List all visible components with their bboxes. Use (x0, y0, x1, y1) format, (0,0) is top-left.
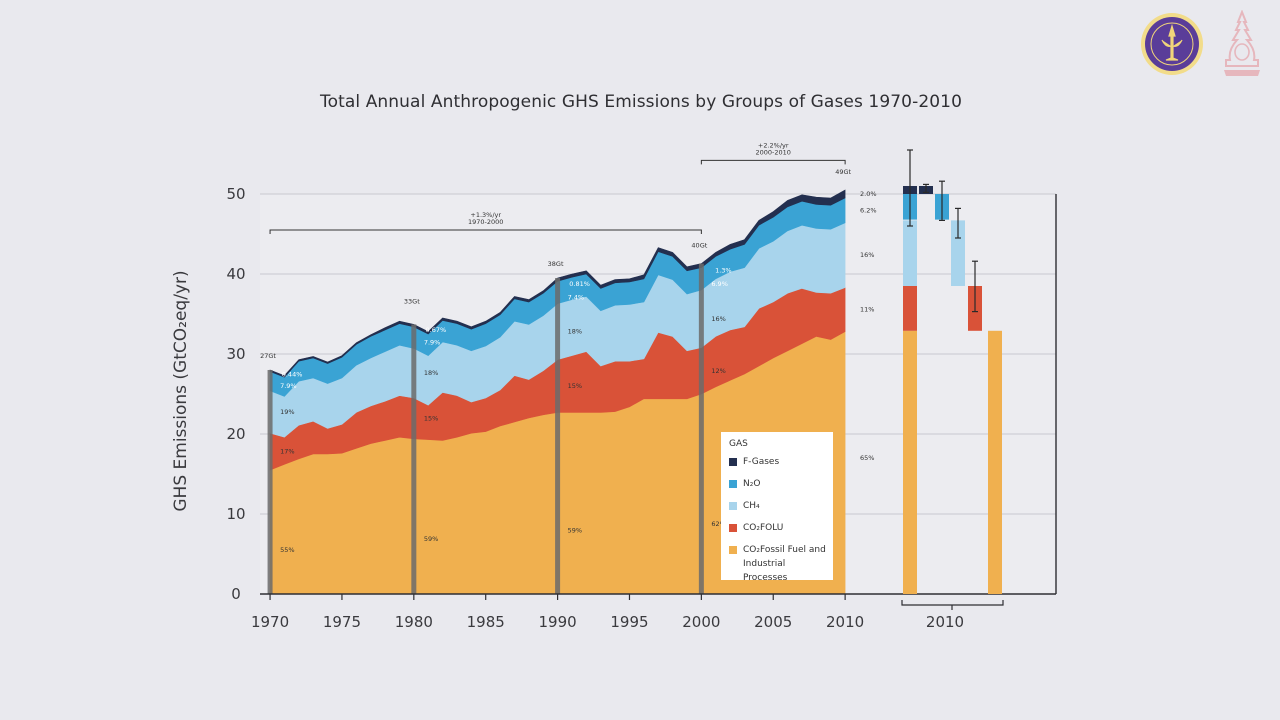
growth-period-0: 1970-2000 (468, 218, 503, 226)
legend-swatch-fossil (729, 546, 737, 554)
share-2010-folu: 11% (860, 306, 874, 314)
share-1990-fgas: 0.81% (569, 280, 590, 288)
legend: GAS F-Gases N₂O CH₄ CO₂FOLU CO₂Fossil Fu… (721, 432, 833, 583)
y-tick-40: 40 (226, 265, 245, 283)
legend-label-n2o: N₂O (743, 479, 761, 489)
legend-item-fgas: F-Gases (729, 457, 827, 479)
chart-title: Total Annual Anthropogenic GHS Emissions… (320, 92, 962, 112)
legend-label-ch4: CH₄ (743, 501, 760, 511)
breakdown-bracket (901, 600, 1004, 606)
legend-swatch-fgas (729, 458, 737, 466)
legend-swatch-ch4 (729, 502, 737, 510)
total-label-1970: 27Gt (260, 352, 276, 360)
legend-swatch-folu (729, 524, 737, 532)
legend-title: GAS (729, 439, 748, 449)
legend-item-ch4: CH₄ (729, 501, 827, 523)
seal-inner-ring (1150, 22, 1194, 66)
share-1990-ch4: 18% (568, 328, 582, 336)
share-2010-fgas: 2.0% (860, 190, 877, 198)
total-label-1990: 38Gt (548, 260, 564, 268)
breakdown-x-label: 2010 (926, 613, 964, 631)
share-1990-n2o: 7.4% (568, 293, 585, 301)
seal-emblem (1161, 23, 1183, 61)
legend-label-fossil: CO₂Fossil Fuel and Industrial Processes (743, 545, 826, 583)
total-stack-fossil (903, 330, 917, 594)
chulalongkorn-emblem-logo (1224, 10, 1260, 76)
share-1980-fgas: 0.67% (426, 326, 447, 334)
area-series-4 (269, 189, 846, 378)
y-tick-50: 50 (226, 185, 245, 203)
legend-label-folu: CO₂FOLU (743, 523, 784, 533)
x-tick-1970: 1970 (251, 613, 289, 631)
y-tick-20: 20 (226, 425, 245, 443)
breakdown-bar-fossil (988, 330, 1002, 594)
legend-item-folu: CO₂FOLU (729, 523, 827, 545)
university-seal-logo (1141, 13, 1203, 75)
share-2010-fossil: 65% (860, 454, 874, 462)
y-tick-10: 10 (226, 505, 245, 523)
emblem-body (1225, 10, 1259, 67)
share-1970-n2o: 7.9% (280, 382, 297, 390)
breakdown-bar-ch4 (951, 220, 965, 286)
total-label-1980: 33Gt (404, 298, 420, 306)
year-marker-2000 (698, 263, 704, 594)
growth-rate-0: +1.3%/yr (470, 211, 501, 219)
share-2000-fossil: 62% (711, 520, 725, 528)
share-1980-n2o: 7.9% (424, 339, 441, 347)
legend-item-fossil: CO₂Fossil Fuel and Industrial Processes (729, 545, 827, 583)
share-2000-folu: 12% (711, 367, 725, 375)
x-tick-2000: 2000 (682, 613, 720, 631)
share-1990-fossil: 59% (568, 526, 582, 534)
share-1980-ch4: 18% (424, 369, 438, 377)
emblem-disc (1234, 43, 1250, 61)
year-marker-1970 (267, 370, 273, 594)
x-tick-2010: 2010 (826, 613, 864, 631)
total-label-2010: 49Gt (835, 168, 851, 176)
share-2000-fgas: 1.3% (715, 267, 732, 275)
share-2000-n2o: 6.9% (711, 280, 728, 288)
total-stack-ch4 (903, 220, 917, 286)
share-1980-folu: 15% (424, 414, 438, 422)
x-tick-1980: 1980 (395, 613, 433, 631)
x-tick-1975: 1975 (323, 613, 361, 631)
growth-bracket-1 (700, 159, 846, 165)
share-1970-fossil: 55% (280, 546, 294, 554)
share-2010-ch4: 16% (860, 251, 874, 259)
growth-bracket-0 (269, 229, 702, 234)
legend-item-n2o: N₂O (729, 479, 827, 501)
share-2010-n2o: 6.2% (860, 206, 877, 214)
year-marker-1980 (411, 324, 417, 594)
legend-label-fgas: F-Gases (743, 457, 780, 467)
legend-swatch-n2o (729, 480, 737, 488)
y-tick-30: 30 (226, 345, 245, 363)
growth-rate-1: +2.2%/yr (758, 141, 789, 149)
x-tick-1990: 1990 (539, 613, 577, 631)
x-tick-1995: 1995 (610, 613, 648, 631)
share-1980-fossil: 59% (424, 535, 438, 543)
growth-period-1: 2000-2010 (756, 148, 791, 156)
emblem-base (1224, 70, 1260, 76)
share-1970-folu: 17% (280, 448, 294, 456)
year-marker-1990 (555, 278, 561, 594)
share-1990-folu: 15% (568, 382, 582, 390)
y-tick-0: 0 (231, 585, 241, 603)
x-tick-2005: 2005 (754, 613, 792, 631)
share-2000-ch4: 16% (711, 315, 725, 323)
share-1970-ch4: 19% (280, 408, 294, 416)
total-label-2000: 40Gt (691, 242, 707, 250)
total-stack-folu (903, 286, 917, 331)
share-1970-fgas: 0.44% (282, 371, 303, 379)
x-tick-1985: 1985 (467, 613, 505, 631)
